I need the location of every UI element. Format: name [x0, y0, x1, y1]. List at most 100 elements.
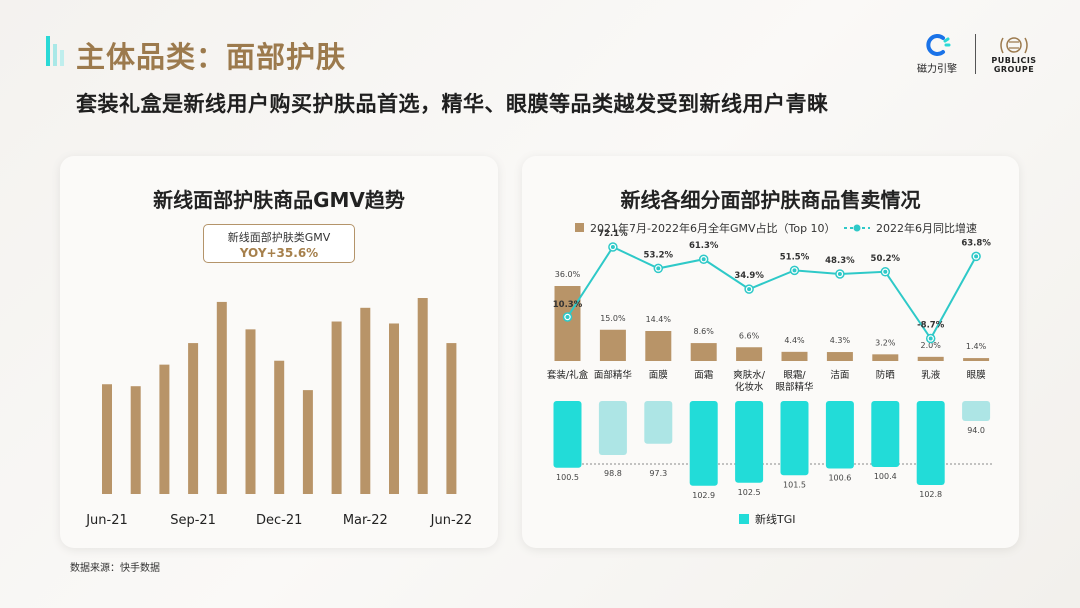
gmv-share-bar [872, 354, 899, 361]
gmv-bar [130, 386, 141, 494]
growth-label: 61.3% [689, 241, 719, 251]
laurel-crest-icon [1000, 36, 1028, 53]
growth-point-core [883, 269, 888, 274]
x-tick-label: Mar-22 [343, 513, 388, 528]
c-spinner-icon [926, 34, 951, 56]
growth-line [566, 245, 977, 341]
gmv-share-bar [963, 358, 990, 361]
growth-label: 10.3% [553, 300, 583, 310]
growth-label: 48.3% [825, 256, 855, 266]
gmv-share-label: 4.4% [784, 336, 805, 345]
category-label: 化妆水 [735, 381, 764, 393]
growth-label: 72.1% [598, 229, 628, 239]
tgi-bar [689, 401, 718, 486]
gmv-box-label: 新线面部护肤类GMV [227, 231, 331, 244]
category-label: 面膜 [649, 370, 669, 381]
gmv-bar [302, 390, 313, 494]
growth-label: -8.7% [917, 321, 945, 331]
category-label: 眼部精华 [775, 381, 814, 393]
gmv-bar [417, 298, 428, 494]
tgi-bar [735, 401, 764, 483]
growth-label: 51.5% [780, 252, 810, 262]
tgi-label: 101.5 [783, 480, 806, 489]
tgi-label: 102.5 [738, 488, 761, 497]
cili-logo-text: 磁力引擎 [917, 64, 957, 75]
logo-area: 磁力引擎 PUBLICIS GROUPE [909, 32, 1042, 75]
tgi-label: 94.0 [967, 426, 985, 435]
data-source: 数据来源：快手数据 [70, 563, 160, 574]
category-label: 眼霜/ [783, 370, 806, 381]
tgi-label: 100.5 [556, 473, 579, 482]
gmv-share-bar [599, 329, 626, 361]
publicis-logo: PUBLICIS GROUPE [986, 34, 1042, 74]
gmv-bar [102, 384, 112, 494]
gmv-bar [446, 343, 457, 494]
growth-point-core [837, 271, 842, 276]
gmv-trend-title: 新线面部护肤商品GMV趋势 [153, 188, 405, 212]
gmv-box-value: YOY+35.6% [239, 246, 319, 260]
x-tick-label: Dec-21 [256, 513, 302, 528]
publicis-text-2: GROUPE [993, 64, 1035, 74]
gmv-share-label: 1.4% [966, 342, 987, 351]
gmv-share-label: 15.0% [600, 314, 626, 323]
category-sales-title: 新线各细分面部护肤商品售卖情况 [620, 188, 921, 212]
x-tick-label: Jun-22 [430, 513, 473, 528]
category-label: 面部精华 [594, 369, 633, 381]
tgi-label: 100.6 [828, 474, 851, 483]
gmv-share-label: 3.2% [875, 338, 896, 347]
tgi-label: 98.8 [604, 469, 622, 478]
legend-tgi-swatch [739, 514, 749, 524]
tgi-bar [916, 401, 945, 485]
growth-label: 53.2% [644, 250, 674, 260]
growth-point-core [974, 254, 979, 259]
gmv-share-bar [826, 352, 853, 361]
gmv-share-label: 36.0% [555, 270, 581, 279]
tgi-bar [780, 401, 809, 476]
gmv-bar [274, 360, 285, 494]
growth-label: 63.8% [961, 238, 991, 248]
legend-growth-label: 2022年6月同比增速 [876, 221, 977, 235]
gmv-bar [216, 301, 227, 494]
category-label: 洁面 [830, 369, 849, 381]
gmv-share-bar [690, 343, 717, 361]
tgi-bar [962, 401, 991, 421]
category-label: 防晒 [876, 369, 895, 381]
gmv-bar [188, 343, 199, 494]
category-sales-panel: 新线各细分面部护肤商品售卖情况 2021年7月-2022年6月全年GMV占比（T… [522, 156, 1019, 548]
legend-growth-dot [853, 224, 861, 232]
gmv-share-bar [917, 356, 944, 361]
publicis-text-1: PUBLICIS [991, 55, 1037, 65]
gmv-trend-panel: 新线面部护肤商品GMV趋势 新线面部护肤类GMV YOY+35.6% Jun-2… [60, 156, 498, 548]
legend-gmv-label: 2021年7月-2022年6月全年GMV占比（Top 10） [590, 221, 836, 235]
tgi-label: 97.3 [649, 469, 667, 478]
growth-point-core [610, 245, 615, 249]
logo-divider [975, 33, 976, 74]
growth-point-core [928, 336, 933, 341]
gmv-share-label: 4.3% [830, 336, 851, 345]
category-label: 眼膜 [967, 370, 987, 381]
tgi-bar [871, 401, 900, 467]
gmv-trend-chart: Jun-21 Sep-21 Dec-21 Mar-22 Jun-22 [85, 298, 473, 528]
gmv-yoy-box: 新线面部护肤类GMV YOY+35.6% [203, 224, 355, 263]
growth-point-core [792, 268, 797, 273]
gmv-share-label: 2.0% [921, 341, 942, 350]
growth-point-core [747, 287, 752, 292]
gmv-share-label: 14.4% [646, 315, 672, 324]
category-label: 面霜 [694, 370, 713, 381]
growth-point-core [656, 266, 661, 271]
growth-label: 34.9% [734, 271, 764, 281]
tgi-label: 100.4 [874, 472, 897, 481]
growth-point-core [565, 315, 570, 319]
growth-label: 50.2% [871, 254, 901, 264]
gmv-share-label: 8.6% [694, 327, 715, 336]
gmv-share-bar [554, 286, 581, 361]
page-subtitle: 套装礼盒是新线用户购买护肤品首选，精华、眼膜等品类越发受到新线用户青睐 [76, 92, 829, 116]
growth-point-core [701, 257, 706, 262]
gmv-bar [245, 329, 256, 494]
title-accent-bars [46, 36, 64, 66]
x-tick-label: Sep-21 [170, 513, 216, 528]
category-label: 套装/礼盒 [547, 369, 589, 381]
gmv-bar [159, 364, 170, 494]
legend-gmv-swatch [575, 223, 584, 232]
gmv-share-bar [645, 331, 672, 361]
